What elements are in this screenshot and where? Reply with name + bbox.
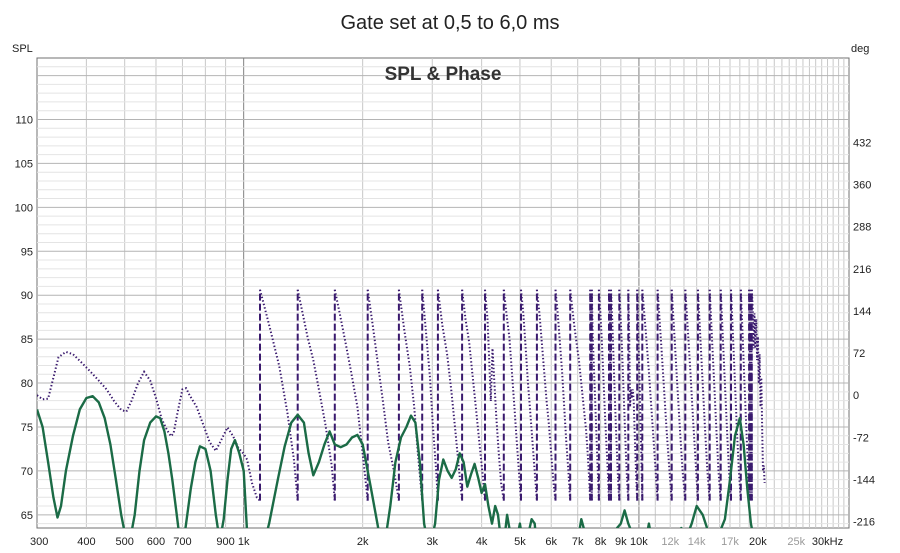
right-axis-ticks: -216 -144 -72 0 72 144 216 288 360 432: [853, 137, 875, 528]
x-tick-label: 600: [147, 536, 165, 548]
x-tick-label: 20k: [749, 536, 767, 548]
right-tick-label: 72: [853, 348, 865, 360]
chart-title: Gate set at 0,5 to 6,0 ms: [340, 12, 559, 34]
left-tick-label: 95: [21, 246, 33, 258]
x-tick-label: 500: [116, 536, 134, 548]
right-tick-label: 288: [853, 222, 871, 234]
left-axis-ticks: 65 70 75 80 85 90 95 100 105 110: [15, 114, 33, 521]
x-tick-label: 400: [77, 536, 95, 548]
x-tick-label: 30kHz: [812, 536, 843, 548]
left-tick-label: 75: [21, 422, 33, 434]
phase-series-line: [37, 289, 766, 502]
right-tick-label: -216: [853, 517, 875, 529]
left-axis-unit: SPL: [12, 43, 33, 55]
right-tick-label: -144: [853, 475, 875, 487]
x-tick-label: 25k: [787, 536, 805, 548]
right-tick-label: 360: [853, 179, 871, 191]
right-tick-label: 432: [853, 137, 871, 149]
x-tick-label: 14k: [688, 536, 706, 548]
right-tick-label: 144: [853, 306, 871, 318]
x-tick-label: 10k: [630, 536, 648, 548]
right-tick-label: -72: [853, 432, 869, 444]
x-tick-label: 9k: [615, 536, 627, 548]
left-tick-label: 105: [15, 158, 33, 170]
x-tick-label: 3k: [426, 536, 438, 548]
spl-series-line: [37, 395, 753, 528]
left-tick-label: 100: [15, 202, 33, 214]
left-tick-label: 65: [21, 510, 33, 522]
left-tick-label: 85: [21, 334, 33, 346]
x-tick-label: 4k: [476, 536, 488, 548]
right-axis-unit: deg: [851, 43, 869, 55]
x-axis-ticks: 300 400 500 600 700 900 1k 2k 3k 4k 5k 6k 7k 8k 9k 10k 1…: [30, 536, 843, 548]
x-tick-label: 6k: [545, 536, 557, 548]
right-tick-label: 0: [853, 390, 859, 402]
x-tick-label: 7k: [572, 536, 584, 548]
x-tick-label: 700: [173, 536, 191, 548]
grid: [37, 58, 849, 528]
x-tick-label: 1k: [238, 536, 250, 548]
plot-subtitle: SPL & Phase: [385, 64, 502, 85]
x-tick-label: 2k: [357, 536, 369, 548]
x-tick-label: 17k: [721, 536, 739, 548]
x-tick-label: 900: [216, 536, 234, 548]
left-tick-label: 110: [15, 114, 33, 126]
x-tick-label: 300: [30, 536, 48, 548]
plot-area: [36, 57, 850, 529]
phase-wrap-lines: [259, 289, 753, 501]
left-tick-label: 80: [21, 378, 33, 390]
x-tick-label: 8k: [595, 536, 607, 548]
left-tick-label: 90: [21, 290, 33, 302]
x-tick-label: 5k: [514, 536, 526, 548]
right-tick-label: 216: [853, 264, 871, 276]
left-tick-label: 70: [21, 466, 33, 478]
series-layer: [37, 289, 766, 528]
x-tick-label: 12k: [661, 536, 679, 548]
